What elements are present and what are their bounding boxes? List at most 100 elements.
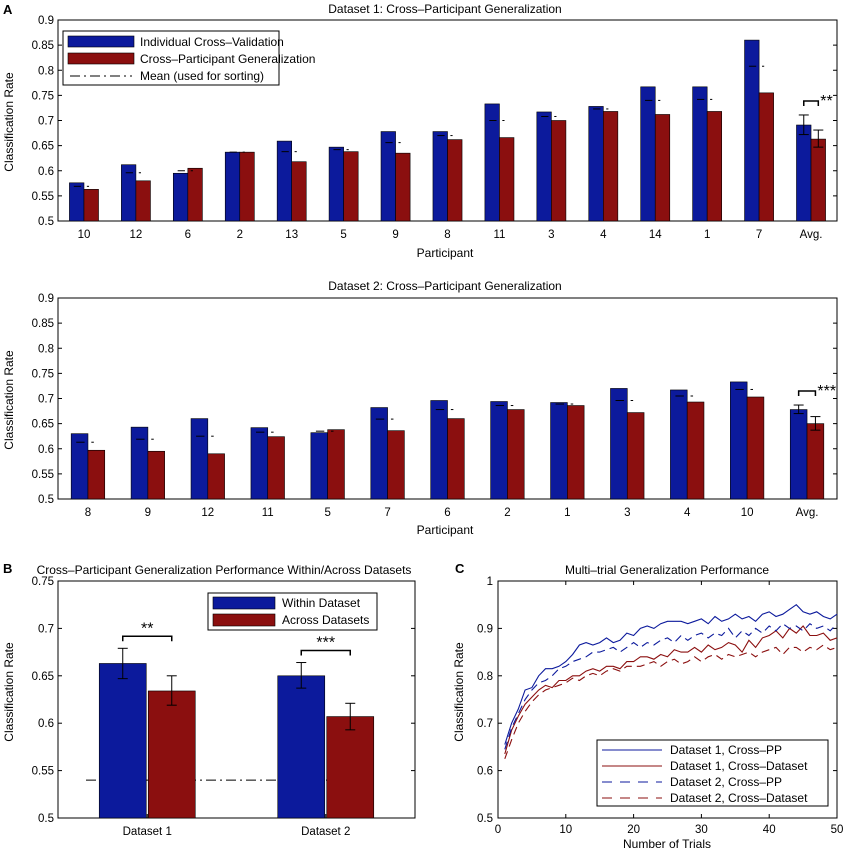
x-tick-label: 30 <box>695 824 708 836</box>
bar <box>789 409 808 500</box>
bar <box>69 182 85 222</box>
bar <box>326 716 375 819</box>
legend: Individual Cross–Validation Cross–Partici… <box>62 30 315 86</box>
bar <box>250 427 269 500</box>
y-tick-label: 0.55 <box>32 469 54 481</box>
y-tick-label: 0.55 <box>32 766 54 778</box>
y-tick-label: 0.9 <box>477 623 493 635</box>
x-tick-label: 9 <box>392 229 398 241</box>
x-tick-label: 11 <box>493 229 505 241</box>
x-tick-label: 50 <box>831 824 843 836</box>
bar <box>432 131 448 222</box>
bar <box>796 124 812 222</box>
chart-dataset1: Dataset 1: Cross–Participant Generalizat… <box>2 2 838 260</box>
significance-bracket <box>300 649 351 656</box>
bar <box>447 418 465 500</box>
y-tick-label: 0.55 <box>32 191 54 203</box>
bar <box>147 690 196 819</box>
bar <box>147 450 165 500</box>
x-tick-label: 13 <box>285 229 298 241</box>
legend-label: Dataset 2, Cross–PP <box>670 775 782 789</box>
chart-within-across: Cross–Participant Generalization Perform… <box>2 563 416 838</box>
legend-label: Dataset 1, Cross–PP <box>670 743 782 757</box>
y-tick-label: 0.5 <box>477 813 493 825</box>
bar <box>190 418 209 500</box>
bar <box>686 401 705 500</box>
x-tick-label: 14 <box>649 229 662 241</box>
x-tick-label: Avg. <box>796 507 819 519</box>
chart-a1-xlabel: Participant <box>417 246 474 260</box>
significance-stars: *** <box>316 635 335 652</box>
bar <box>87 449 106 500</box>
bar <box>550 402 568 500</box>
significance-bracket <box>797 390 817 397</box>
y-tick-label: 0.9 <box>38 15 54 27</box>
y-tick-label: 0.5 <box>38 216 54 228</box>
y-tick-label: 0.75 <box>32 576 54 588</box>
y-tick-label: 0.8 <box>38 343 54 355</box>
chart-b-title: Cross–Participant Generalization Perform… <box>37 563 412 577</box>
y-tick-label: 0.75 <box>32 368 54 380</box>
bar <box>430 400 448 500</box>
bar <box>224 151 241 222</box>
significance-bracket <box>803 100 820 106</box>
bar <box>758 92 774 222</box>
x-tick-label: 10 <box>559 824 572 836</box>
bar <box>277 675 326 819</box>
y-tick-label: 0.5 <box>38 494 54 506</box>
y-tick-label: 0.5 <box>38 813 54 825</box>
x-tick-label: 9 <box>145 507 151 519</box>
bar <box>484 103 500 222</box>
chart-a1-ylabel: Classification Rate <box>2 72 16 172</box>
axes-frame <box>57 580 416 819</box>
chart-c-xlabel: Number of Trials <box>623 837 711 851</box>
series-line <box>504 625 838 755</box>
y-tick-label: 0.6 <box>477 766 493 778</box>
chart-a2-xlabel: Participant <box>417 523 474 537</box>
legend-box <box>596 739 829 807</box>
legend-label: Cross–Participant Generalization <box>140 52 315 66</box>
bar <box>310 432 328 500</box>
legend-label: Individual Cross–Validation <box>140 35 284 49</box>
y-tick-label: 0.8 <box>38 65 54 77</box>
legend: Dataset 1, Cross–PP Dataset 1, Cross–Data… <box>596 739 829 807</box>
bar <box>706 111 723 222</box>
bar <box>507 409 525 500</box>
bar <box>380 131 396 222</box>
significance-stars: ** <box>141 620 153 637</box>
significance-stars: ** <box>820 93 832 110</box>
y-tick-label: 0.6 <box>38 166 54 178</box>
x-tick-label: Dataset 1 <box>123 826 172 838</box>
series-line <box>504 622 838 750</box>
bar <box>395 152 411 222</box>
y-tick-label: 0.75 <box>32 90 54 102</box>
bar <box>267 436 285 500</box>
bar <box>536 111 552 222</box>
bar <box>343 151 359 222</box>
x-tick-label: 5 <box>340 229 346 241</box>
bar <box>730 381 748 500</box>
x-tick-label: 1 <box>564 507 570 519</box>
bar <box>239 151 255 222</box>
bar <box>551 120 567 222</box>
panel-label-c: C <box>455 561 465 576</box>
x-tick-label: 5 <box>324 507 330 519</box>
bar <box>291 161 307 222</box>
bar <box>567 405 585 500</box>
x-tick-label: 12 <box>130 229 143 241</box>
x-tick-label: Avg. <box>800 229 823 241</box>
y-tick-label: 0.7 <box>477 718 493 730</box>
bar <box>370 407 388 500</box>
y-tick-label: 0.7 <box>38 623 54 635</box>
y-tick-label: 0.9 <box>38 293 54 305</box>
bar <box>654 114 671 222</box>
panel-label-a: A <box>3 2 13 17</box>
axes-frame <box>497 580 838 819</box>
legend-swatch-red <box>67 52 135 65</box>
y-tick-label: 0.65 <box>32 419 54 431</box>
bar <box>744 39 760 222</box>
significance-bracket <box>122 635 173 642</box>
bar <box>130 426 149 500</box>
x-tick-label: 7 <box>384 507 390 519</box>
